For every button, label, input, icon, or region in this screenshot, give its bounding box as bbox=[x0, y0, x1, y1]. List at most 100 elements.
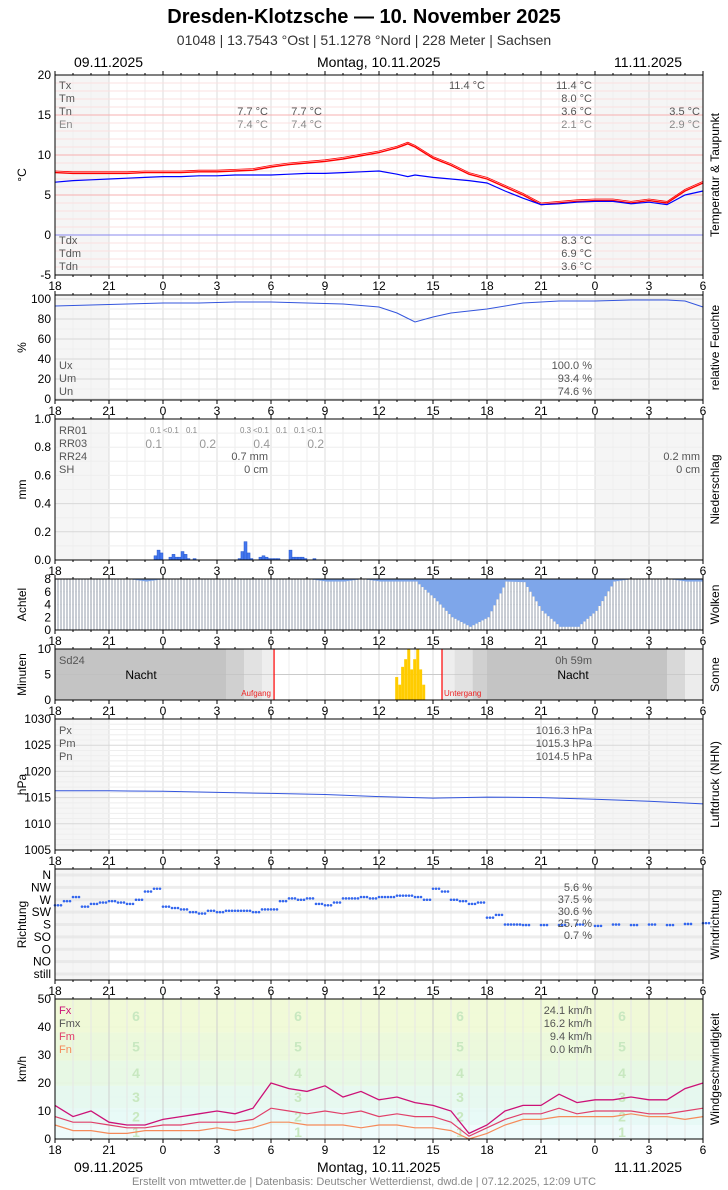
cloud-column bbox=[58, 578, 61, 631]
wind-direction-point bbox=[194, 910, 198, 914]
time-tick-label: 12 bbox=[372, 279, 386, 293]
y-tick-label: 5 bbox=[44, 668, 51, 682]
cloud-column bbox=[364, 578, 367, 631]
wind-direction-point bbox=[446, 890, 450, 893]
cloud-gap bbox=[490, 579, 493, 612]
share-w: 37.5 % bbox=[558, 894, 592, 906]
beaufort-label: 1 bbox=[618, 1124, 626, 1140]
night-label: Nacht bbox=[557, 668, 589, 682]
temperature-line-2 bbox=[54, 141, 704, 204]
wind-direction-point bbox=[683, 922, 687, 926]
beaufort-label: 6 bbox=[618, 1008, 626, 1024]
panel-title: Wolken bbox=[708, 585, 722, 625]
wind-direction-point bbox=[155, 887, 159, 891]
cloud-column bbox=[652, 578, 655, 631]
time-tick-label: 21 bbox=[102, 704, 116, 718]
wind-direction-point bbox=[380, 895, 384, 899]
tdn-value: 3.6 °C bbox=[561, 261, 592, 273]
y-axis-title: % bbox=[15, 342, 29, 353]
cloud-column bbox=[226, 578, 229, 631]
cloud-column bbox=[124, 578, 127, 631]
time-tick-label: 21 bbox=[534, 854, 548, 868]
tx-peak: 11.4 °C bbox=[449, 80, 485, 92]
station-info: 01048 | 13.7543 °Ost | 51.1278 °Nord | 2… bbox=[176, 32, 552, 48]
y-axis-title: Achtel bbox=[15, 588, 29, 621]
cloud-column bbox=[79, 578, 82, 631]
wind-direction-point bbox=[104, 901, 108, 904]
night-label: Nacht bbox=[125, 668, 157, 682]
time-tick-label: 3 bbox=[214, 1143, 221, 1157]
precip-bar bbox=[156, 549, 161, 561]
precip-bar bbox=[288, 549, 293, 561]
label-rr24: RR24 bbox=[59, 451, 87, 463]
cloud-column bbox=[517, 578, 520, 631]
cloud-gap bbox=[151, 579, 154, 581]
wind-direction-point bbox=[344, 897, 348, 900]
time-tick-label: 3 bbox=[646, 854, 653, 868]
cloud-gap bbox=[496, 579, 499, 600]
cloud-gap bbox=[499, 579, 502, 594]
time-tick-label: 6 bbox=[700, 564, 707, 578]
time-tick-label: 15 bbox=[426, 984, 440, 998]
wind-direction-point bbox=[116, 901, 120, 904]
y-tick-label: 1005 bbox=[24, 843, 51, 857]
cloud-column bbox=[250, 578, 253, 631]
cloud-gap bbox=[463, 579, 466, 624]
wind-direction-point bbox=[263, 908, 267, 911]
cloud-column bbox=[115, 578, 118, 631]
cloud-column bbox=[649, 578, 652, 631]
y-tick-label: 40 bbox=[38, 1020, 52, 1034]
cloud-gap bbox=[532, 579, 535, 597]
wind-direction-point bbox=[68, 899, 72, 903]
cloud-column bbox=[196, 578, 199, 631]
wind-direction-point bbox=[431, 887, 435, 891]
cloud-column bbox=[514, 578, 517, 631]
time-tick-label: 0 bbox=[592, 704, 599, 718]
panel-title: Windgeschwindigkeit bbox=[708, 1012, 722, 1125]
cloud-gap bbox=[457, 579, 460, 621]
y-tick-label: NO bbox=[33, 955, 51, 969]
share-nw: 5.6 % bbox=[564, 882, 592, 894]
wind-direction-point bbox=[167, 905, 171, 908]
cloud-column bbox=[388, 578, 391, 631]
wind-direction-point bbox=[560, 923, 564, 927]
time-tick-label: 15 bbox=[426, 564, 440, 578]
fm-value: 9.4 km/h bbox=[550, 1031, 592, 1043]
time-tick-label: 18 bbox=[48, 404, 62, 418]
cloud-column bbox=[121, 578, 124, 631]
cloud-column bbox=[394, 578, 397, 631]
time-tick-label: 21 bbox=[102, 984, 116, 998]
cloud-column bbox=[616, 578, 619, 631]
wind-direction-point bbox=[290, 897, 294, 900]
wind-direction-point bbox=[350, 897, 354, 900]
wind-direction-point bbox=[368, 897, 372, 900]
wind-direction-point bbox=[437, 887, 441, 891]
cloud-column bbox=[373, 578, 376, 631]
cloud-gap bbox=[421, 579, 424, 588]
cloud-column bbox=[646, 578, 649, 631]
time-tick-label: 3 bbox=[646, 984, 653, 998]
precip-bar bbox=[246, 552, 251, 561]
wind-direction-point bbox=[296, 898, 300, 902]
wind-direction-point bbox=[149, 890, 153, 893]
time-tick-label: 18 bbox=[48, 634, 62, 648]
wind-direction-point bbox=[359, 895, 363, 899]
wind-direction-point bbox=[122, 901, 126, 904]
cloud-column bbox=[505, 578, 508, 631]
cloud-gap bbox=[565, 579, 568, 627]
cloud-gap bbox=[472, 579, 475, 626]
cloud-column bbox=[244, 578, 247, 631]
cloud-column bbox=[55, 578, 58, 631]
time-tick-label: 0 bbox=[160, 854, 167, 868]
pm-value: 1015.3 hPa bbox=[536, 738, 593, 750]
wind-direction-point bbox=[311, 897, 315, 900]
wind-direction-point bbox=[56, 903, 60, 907]
wind-direction-point bbox=[593, 924, 597, 928]
rr01-value: 0.1 bbox=[186, 426, 198, 435]
temperature-line bbox=[54, 143, 704, 206]
time-tick-label: 0 bbox=[592, 854, 599, 868]
cloud-gap bbox=[415, 579, 418, 582]
cloud-column bbox=[217, 578, 220, 631]
cloud-gap bbox=[142, 579, 145, 582]
cloud-gap bbox=[562, 579, 565, 627]
